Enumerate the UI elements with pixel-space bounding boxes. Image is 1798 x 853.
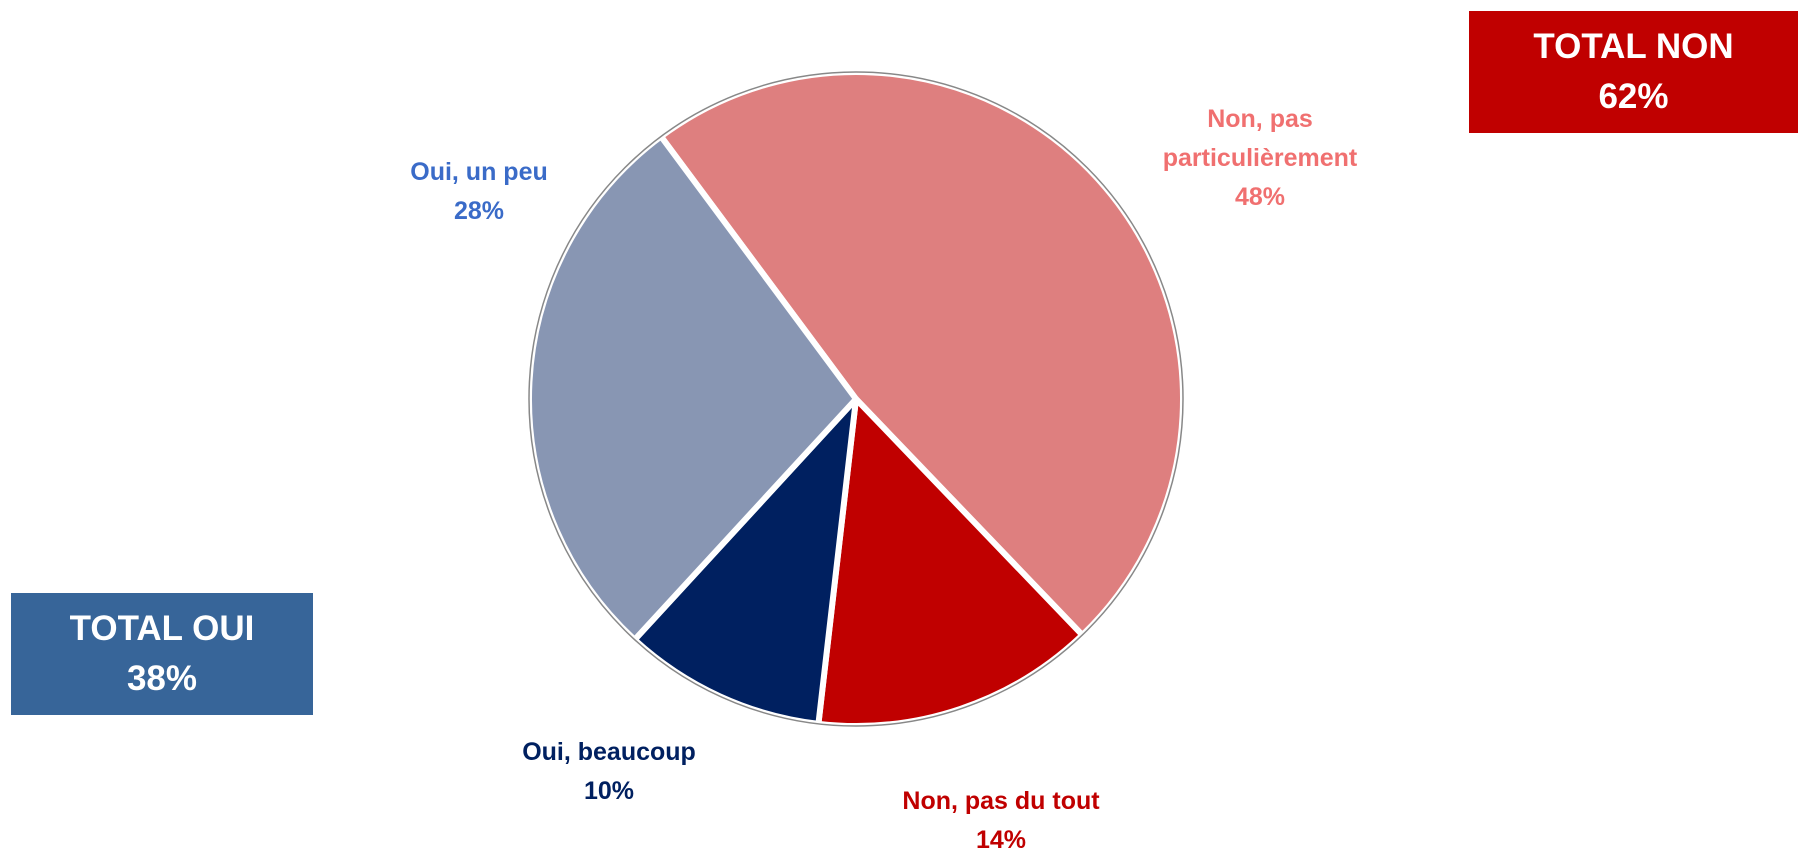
total-label: TOTAL NON <box>1533 27 1734 66</box>
slice-label: Non, pas particulièrement 48% <box>1130 100 1390 217</box>
slice-label: Oui, un peu 28% <box>349 153 609 231</box>
total-value: 62% <box>1598 77 1669 116</box>
slice-label: Oui, beaucoup 10% <box>479 733 739 811</box>
slice-value: 48% <box>1234 183 1286 211</box>
slice-label: Non, pas du tout 14% <box>871 782 1131 853</box>
total-label: TOTAL OUI <box>69 609 255 648</box>
slice-name: Non, pas particulièrement <box>1162 105 1358 172</box>
total-box: TOTAL NON 62% <box>1469 11 1798 133</box>
total-value: 38% <box>126 659 198 698</box>
total-box: TOTAL OUI 38% <box>11 593 313 715</box>
slice-value: 10% <box>583 777 635 805</box>
slice-name: Oui, un peu <box>410 158 548 186</box>
slice-value: 28% <box>453 197 505 225</box>
slice-name: Non, pas du tout <box>902 787 1100 815</box>
pie-outline <box>528 71 1184 727</box>
slice-value: 14% <box>975 826 1027 853</box>
slice-name: Oui, beaucoup <box>522 738 696 766</box>
